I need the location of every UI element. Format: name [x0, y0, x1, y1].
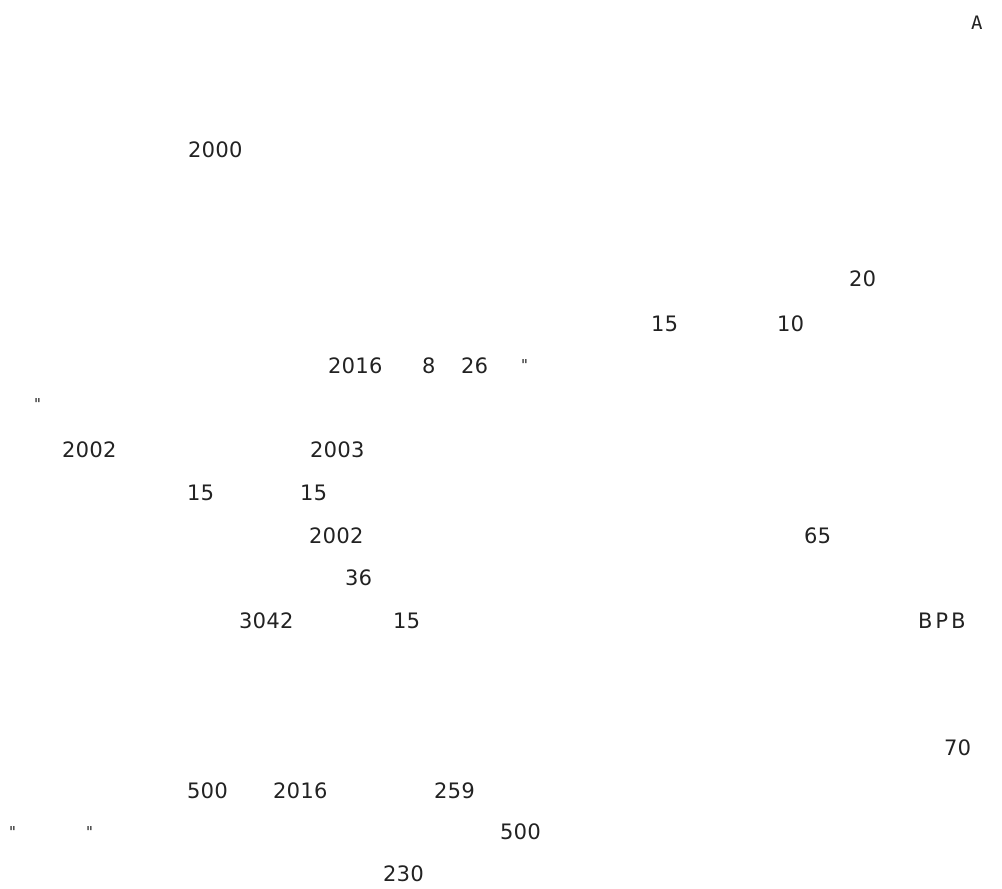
text-fragment: 15: [393, 609, 421, 633]
text-fragment: 2000: [188, 138, 243, 162]
text-fragment: 2016: [328, 354, 383, 378]
quote-mark: ": [34, 395, 42, 413]
text-fragment: 26: [461, 354, 489, 378]
text-fragment: BPB: [918, 609, 969, 633]
quote-mark: ": [86, 823, 94, 841]
text-fragment: 259: [434, 779, 475, 803]
text-fragment: 2002: [309, 524, 364, 548]
text-fragment: 230: [383, 862, 424, 886]
text-fragment: 70: [944, 736, 972, 760]
text-fragment: 20: [849, 267, 877, 291]
text-fragment: 2016: [273, 779, 328, 803]
text-fragment: 500: [187, 779, 228, 803]
text-fragment: 8: [422, 354, 436, 378]
text-fragment: 500: [500, 820, 541, 844]
text-fragment: 15: [300, 481, 328, 505]
text-fragment: 65: [804, 524, 832, 548]
text-fragment: 2003: [310, 438, 365, 462]
quote-mark: ": [9, 823, 17, 841]
quote-mark: ": [521, 356, 529, 374]
text-fragment: 36: [345, 566, 373, 590]
page-corner-marker: A: [971, 12, 983, 34]
text-fragment: 10: [777, 312, 805, 336]
text-fragment: 15: [187, 481, 215, 505]
text-fragment: 15: [651, 312, 679, 336]
text-fragment: 3042: [239, 609, 294, 633]
text-fragment: 2002: [62, 438, 117, 462]
